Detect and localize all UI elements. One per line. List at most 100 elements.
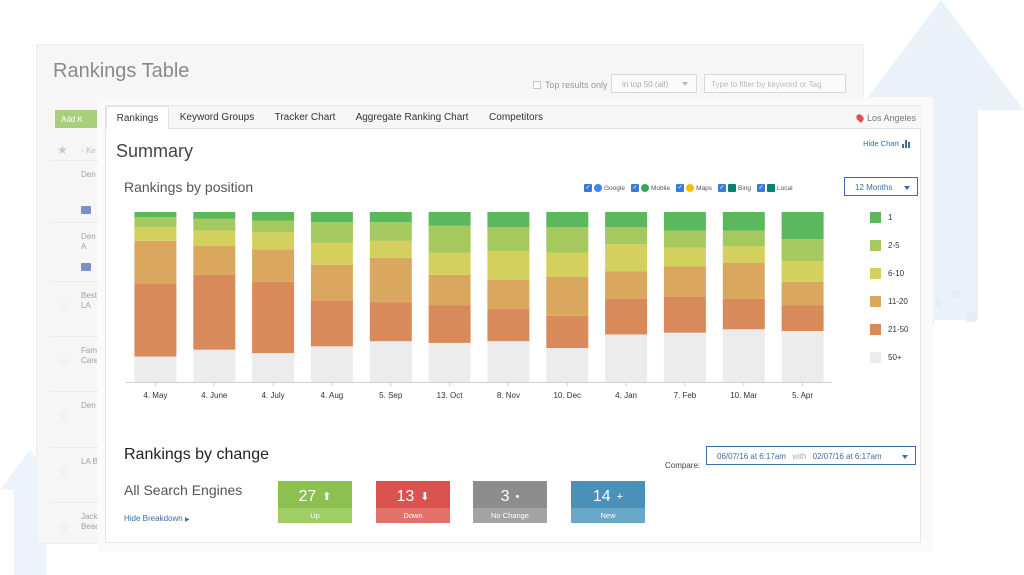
- tab-keyword-groups[interactable]: Keyword Groups: [179, 112, 255, 123]
- checkbox-checked-icon[interactable]: ✓: [718, 184, 727, 192]
- table-row[interactable]: Jack Beac ☆: [51, 502, 107, 542]
- bar-segment-6-10[interactable]: [781, 261, 824, 282]
- bar-segment-50+[interactable]: [722, 329, 765, 382]
- top-results-checkbox[interactable]: Top results only: [533, 80, 608, 90]
- bar-segment-11-20[interactable]: [310, 264, 353, 301]
- bar-segment-50+[interactable]: [134, 356, 177, 383]
- bar-segment-21-50[interactable]: [605, 298, 648, 335]
- bar-segment-50+[interactable]: [605, 334, 648, 382]
- bar-segment-6-10[interactable]: [252, 232, 295, 250]
- table-row[interactable]: Best in LA ☆: [51, 281, 107, 321]
- legend-item[interactable]: 11-20: [870, 296, 908, 307]
- bar-segment-11-20[interactable]: [428, 274, 471, 306]
- bar-segment-6-10[interactable]: [487, 251, 530, 280]
- bar-segment-50+[interactable]: [428, 342, 471, 382]
- bar-segment-50+[interactable]: [252, 353, 295, 382]
- bar-segment-11-20[interactable]: [546, 276, 589, 316]
- tab-competitors[interactable]: Competitors: [489, 112, 543, 123]
- bar-segment-21-50[interactable]: [781, 305, 824, 332]
- bar-segment-21-50[interactable]: [134, 283, 177, 357]
- bar-segment-50+[interactable]: [193, 349, 236, 382]
- star-icon[interactable]: ☆: [59, 467, 69, 479]
- bar-segment-21-50[interactable]: [722, 298, 765, 330]
- bar-segment-50+[interactable]: [310, 346, 353, 382]
- bar-segment-6-10[interactable]: [663, 247, 706, 267]
- bar-segment-1[interactable]: [310, 212, 353, 223]
- bar-segment-11-20[interactable]: [663, 266, 706, 297]
- hide-chart-link[interactable]: Hide Chart: [863, 139, 910, 148]
- bar-segment-1[interactable]: [546, 212, 589, 228]
- star-icon[interactable]: ☆: [59, 356, 69, 368]
- bar-segment-11-20[interactable]: [722, 263, 765, 299]
- bar-segment-1[interactable]: [605, 212, 648, 228]
- bar-segment-2-5[interactable]: [428, 225, 471, 253]
- bar-segment-21-50[interactable]: [428, 305, 471, 343]
- location-selector[interactable]: Los Angeles: [855, 113, 916, 123]
- bar-segment-1[interactable]: [193, 212, 236, 219]
- bar-segment-2-5[interactable]: [722, 230, 765, 246]
- table-row[interactable]: [51, 259, 107, 299]
- engine-local[interactable]: ✓ Local: [757, 184, 793, 192]
- bar-segment-2-5[interactable]: [487, 227, 530, 252]
- bar-segment-6-10[interactable]: [605, 244, 648, 272]
- bar-segment-2-5[interactable]: [546, 227, 589, 253]
- table-row[interactable]: Den Los A: [51, 222, 111, 262]
- change-card-new[interactable]: 14 + New: [571, 481, 645, 523]
- bar-segment-50+[interactable]: [487, 341, 530, 382]
- bar-segment-21-50[interactable]: [487, 308, 530, 342]
- bar-segment-1[interactable]: [781, 212, 824, 240]
- bar-segment-21-50[interactable]: [369, 302, 412, 342]
- bar-segment-21-50[interactable]: [546, 315, 589, 348]
- bar-segment-1[interactable]: [428, 212, 471, 226]
- bar-segment-6-10[interactable]: [310, 242, 353, 265]
- legend-item[interactable]: 6-10: [870, 268, 904, 279]
- bar-segment-11-20[interactable]: [781, 281, 824, 306]
- star-icon[interactable]: ☆: [59, 411, 69, 423]
- table-row[interactable]: [51, 202, 107, 242]
- period-select[interactable]: 12 Months: [844, 177, 918, 196]
- bar-segment-6-10[interactable]: [546, 252, 589, 277]
- checkbox-checked-icon[interactable]: ✓: [584, 184, 592, 192]
- tab-tracker-chart[interactable]: Tracker Chart: [274, 112, 336, 123]
- checkbox-checked-icon[interactable]: ✓: [676, 184, 685, 192]
- bar-segment-21-50[interactable]: [310, 300, 353, 347]
- bar-segment-6-10[interactable]: [134, 227, 177, 241]
- bar-segment-6-10[interactable]: [193, 230, 236, 246]
- checkbox-checked-icon[interactable]: ✓: [630, 184, 639, 192]
- bar-segment-50+[interactable]: [369, 341, 412, 382]
- compare-date-select[interactable]: 06/07/16 at 6:17am with 02/07/16 at 6:17…: [706, 446, 916, 465]
- bar-segment-2-5[interactable]: [134, 217, 177, 228]
- bar-segment-11-20[interactable]: [605, 271, 648, 299]
- legend-item[interactable]: 2-5: [870, 240, 900, 251]
- bar-segment-21-50[interactable]: [193, 274, 236, 350]
- bar-segment-6-10[interactable]: [428, 252, 471, 275]
- bar-segment-2-5[interactable]: [781, 239, 824, 262]
- bar-segment-1[interactable]: [369, 212, 412, 223]
- engine-google[interactable]: ✓ Google: [584, 184, 625, 192]
- bar-segment-11-20[interactable]: [487, 280, 530, 309]
- checkbox-icon[interactable]: [533, 81, 541, 89]
- bar-segment-1[interactable]: [487, 212, 530, 228]
- bar-segment-2-5[interactable]: [605, 227, 648, 245]
- bar-segment-6-10[interactable]: [722, 246, 765, 263]
- engine-bing[interactable]: ✓ Bing: [718, 184, 752, 192]
- bar-segment-1[interactable]: [722, 212, 765, 231]
- bar-segment-50+[interactable]: [781, 331, 824, 382]
- bar-segment-21-50[interactable]: [252, 281, 295, 354]
- star-icon[interactable]: ☆: [59, 301, 69, 313]
- table-row[interactable]: Fam Care ☆: [51, 336, 107, 376]
- bar-segment-11-20[interactable]: [193, 246, 236, 275]
- table-row[interactable]: Den LA ☆: [51, 391, 108, 431]
- change-card-up[interactable]: 27 ⬆ Up: [278, 481, 352, 523]
- engine-mobile[interactable]: ✓ Mobile: [630, 184, 671, 192]
- legend-item[interactable]: 21-50: [870, 324, 908, 335]
- bar-segment-11-20[interactable]: [134, 240, 177, 284]
- bar-segment-11-20[interactable]: [369, 257, 412, 303]
- star-icon[interactable]: ☆: [59, 522, 69, 534]
- bar-segment-2-5[interactable]: [193, 218, 236, 231]
- tab-aggregate-ranking-chart[interactable]: Aggregate Ranking Chart: [355, 112, 469, 123]
- bar-segment-21-50[interactable]: [663, 297, 706, 333]
- table-row[interactable]: Den LA: [51, 160, 108, 200]
- bar-segment-2-5[interactable]: [252, 220, 295, 233]
- change-card-no-change[interactable]: 3 • No Change: [473, 481, 547, 523]
